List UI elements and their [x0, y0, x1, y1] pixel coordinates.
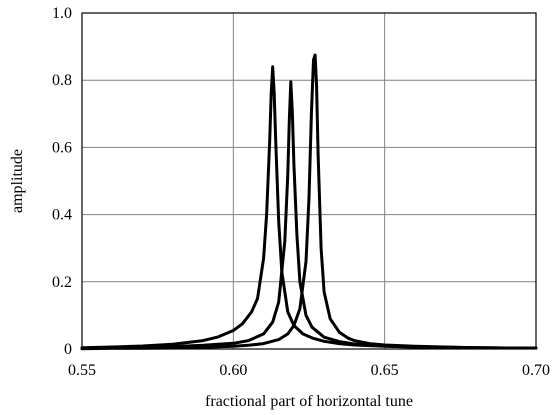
series-line-3: [80, 53, 538, 351]
x-axis-title: fractional part of horizontal tune: [205, 393, 413, 410]
y-tick-label-2: 0.4: [52, 207, 72, 224]
y-tick-label-4: 0.8: [52, 72, 72, 89]
plot-frame: [81, 12, 537, 350]
y-tick-label-0: 0: [64, 341, 72, 358]
y-tick-labels: 0 0.2 0.4 0.6 0.8 1.0: [52, 5, 72, 358]
y-tick-label-3: 0.6: [52, 139, 72, 156]
series-lines: [80, 53, 538, 351]
y-axis-title: amplitude: [9, 149, 26, 213]
x-tick-label-0: 0.55: [68, 362, 96, 379]
y-tick-label-5: 1.0: [52, 5, 72, 22]
x-tick-label-2: 0.65: [371, 362, 399, 379]
x-tick-label-1: 0.60: [219, 362, 247, 379]
x-tick-labels: 0.55 0.60 0.65 0.70: [68, 362, 550, 379]
x-tick-label-3: 0.70: [522, 362, 550, 379]
y-tick-label-1: 0.2: [52, 274, 72, 291]
